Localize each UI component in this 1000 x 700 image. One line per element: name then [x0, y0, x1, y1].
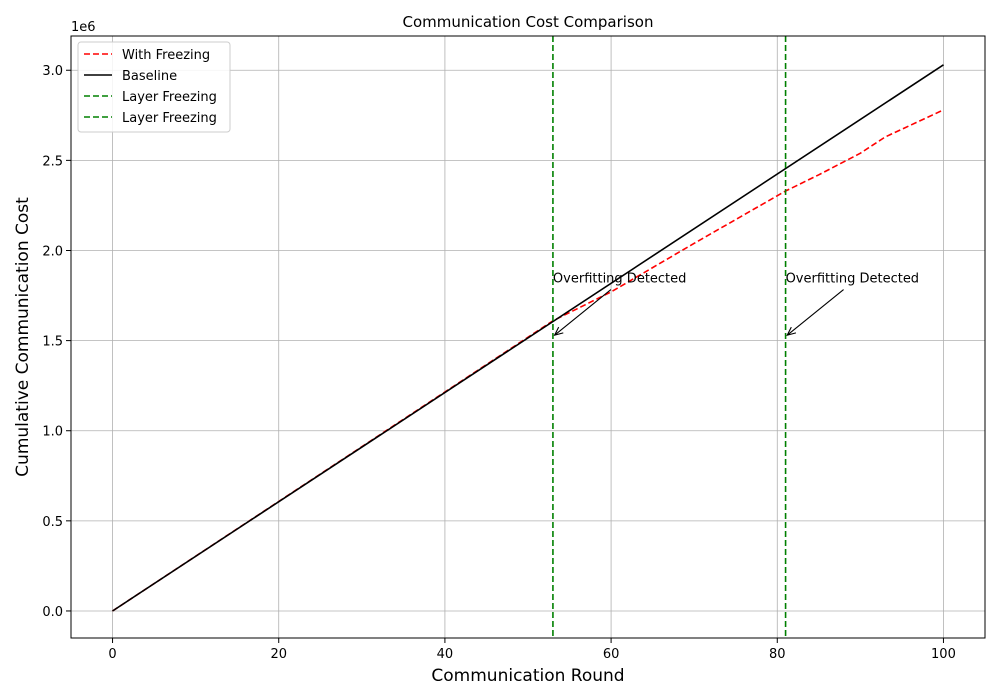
y-tick-label: 2.5 — [42, 154, 63, 169]
y-tick-label: 0.0 — [42, 605, 63, 620]
y-tick-label: 2.0 — [42, 244, 63, 259]
annotation-label: Overfitting Detected — [553, 272, 687, 287]
chart-title: Communication Cost Comparison — [403, 13, 654, 31]
y-tick-label: 0.5 — [42, 515, 63, 530]
annotation-arrow — [554, 289, 612, 336]
series-line-baseline — [112, 64, 944, 612]
x-axis-ticks: 0 20 40 60 80 100 — [108, 638, 956, 662]
plot-frame — [70, 35, 986, 639]
x-tick-label: 20 — [270, 647, 287, 662]
plot-lines — [112, 36, 944, 638]
y-offset-label: 1e6 — [71, 20, 96, 35]
y-axis-label: Cumulative Communication Cost — [13, 197, 33, 477]
grid — [71, 36, 985, 638]
annotation-arrow — [786, 289, 844, 336]
annotation-arrowhead — [786, 326, 797, 337]
legend: With Freezing Baseline Layer Freezing Layer… — [77, 41, 231, 133]
x-tick-label: 100 — [931, 647, 956, 662]
legend-label: Layer Freezing — [122, 111, 217, 126]
x-tick-label: 40 — [437, 647, 454, 662]
y-tick-label: 1.5 — [42, 335, 63, 350]
annotation-label: Overfitting Detected — [786, 272, 920, 287]
legend-box — [77, 41, 231, 133]
annotation-arrowhead — [553, 326, 564, 337]
x-axis-label: Communication Round — [431, 666, 624, 686]
legend-label: With Freezing — [122, 48, 210, 63]
y-axis-ticks: 0.0 0.5 1.0 1.5 2.0 2.5 3.0 — [42, 64, 71, 620]
series-line-with-freezing — [112, 109, 944, 612]
legend-label: Layer Freezing — [122, 90, 217, 105]
y-tick-label: 3.0 — [42, 64, 63, 79]
legend-label: Baseline — [122, 69, 177, 84]
x-tick-label: 0 — [108, 647, 116, 662]
annotations: Overfitting Detected Overfitting Detected — [553, 272, 920, 337]
y-tick-label: 1.0 — [42, 425, 63, 440]
x-tick-label: 80 — [769, 647, 786, 662]
x-tick-label: 60 — [603, 647, 620, 662]
